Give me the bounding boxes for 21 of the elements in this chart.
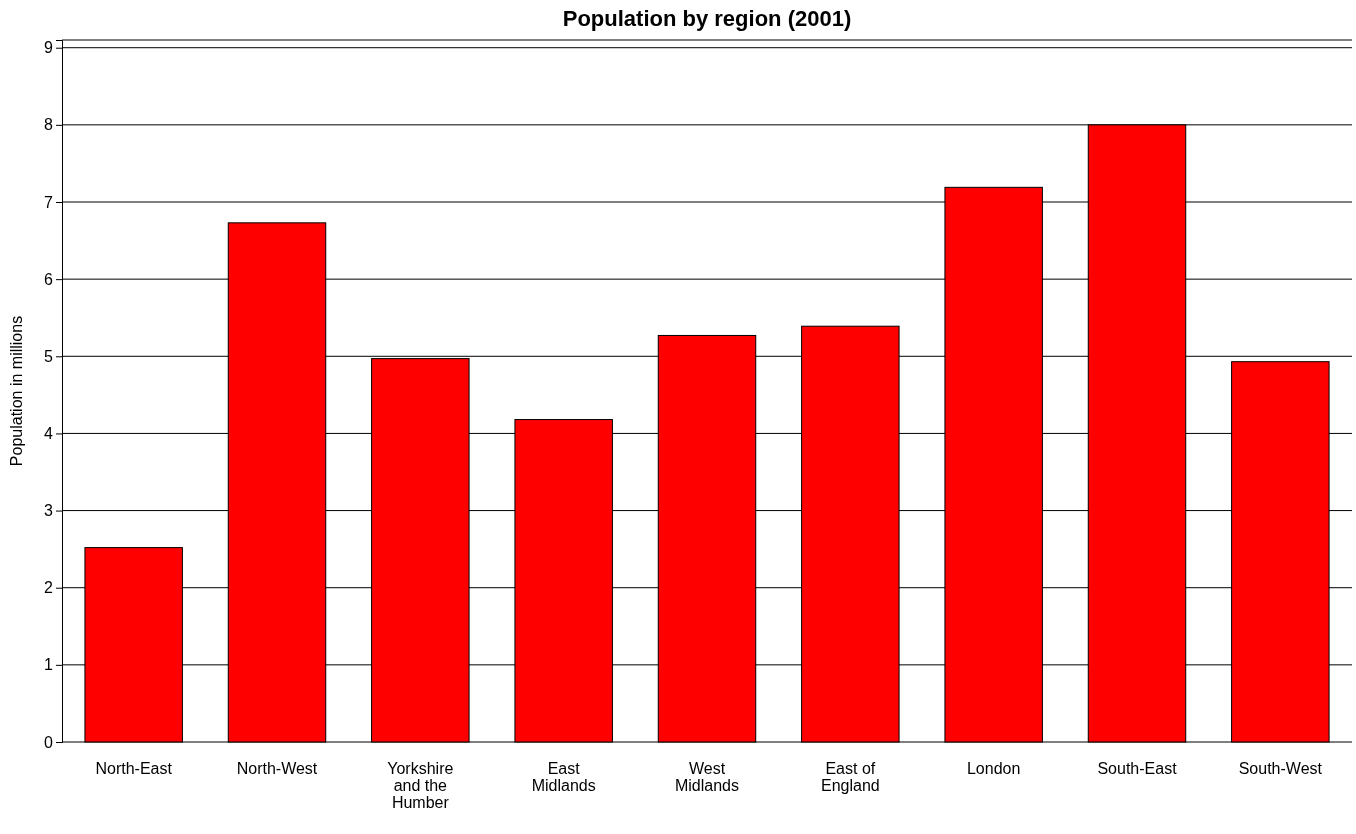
x-tick-label: London (966, 760, 1021, 777)
y-tick-label: 1 (44, 656, 54, 674)
x-tick-label: North-West (236, 760, 318, 777)
x-tick-label: South-West (1238, 760, 1323, 777)
x-tick-label: Yorkshire and the Humber (387, 760, 454, 811)
y-tick-label: 6 (44, 270, 54, 288)
y-tick-label: 7 (44, 193, 54, 211)
y-tick-label: 2 (44, 579, 54, 597)
y-tick-label: 4 (44, 425, 54, 443)
x-tick-label: North-East (95, 760, 173, 777)
y-axis-title: Population in millions (8, 315, 25, 467)
y-tick-label: 9 (44, 39, 54, 57)
y-tick-label: 8 (44, 116, 54, 134)
y-tick-label: 5 (44, 347, 54, 365)
x-tick-label: East of England (820, 760, 880, 794)
x-tick-label: South-East (1097, 760, 1178, 777)
y-tick-label: 0 (44, 733, 54, 751)
y-tick-label: 3 (44, 502, 54, 520)
x-tick-label: East Midlands (531, 760, 596, 794)
chart-title: Population by region (2001) (562, 6, 852, 31)
x-tick-label: West Midlands (674, 760, 740, 794)
